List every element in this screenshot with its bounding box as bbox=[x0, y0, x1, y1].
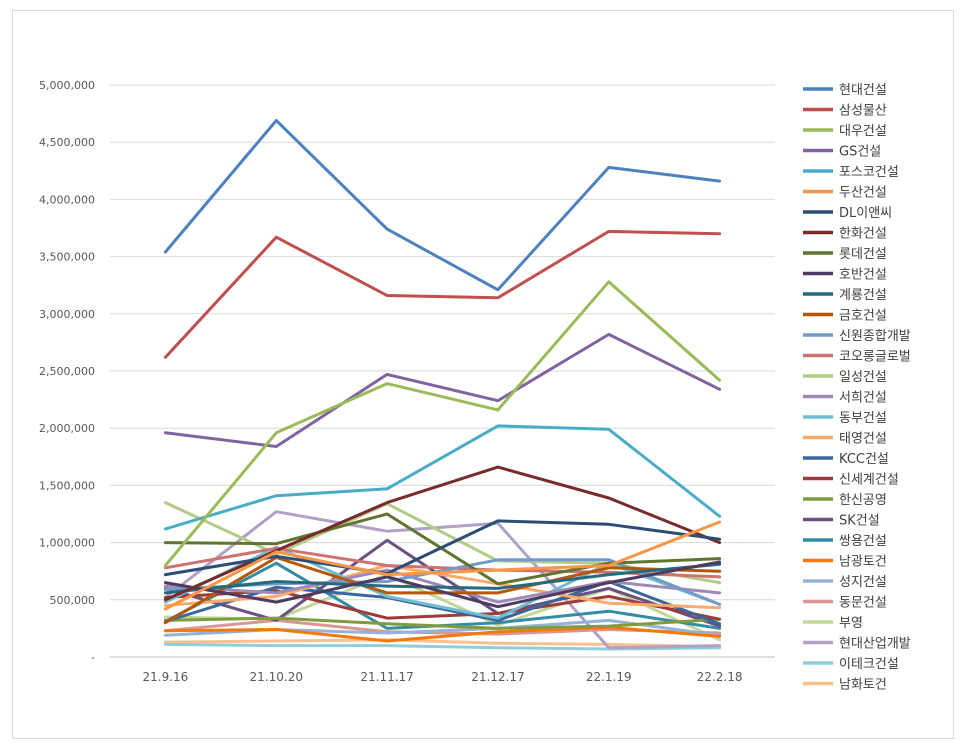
x-axis-ticks: 21.9.16 21.10.20 21.11.17 21.12.17 22.1.19 22… bbox=[143, 670, 743, 684]
legend-label: 남화토건 bbox=[839, 678, 887, 693]
series-line bbox=[163, 510, 722, 650]
legend-label: 한신공영 bbox=[839, 493, 887, 508]
series-line bbox=[163, 280, 722, 567]
legend-label: 이테크건설 bbox=[839, 657, 899, 672]
series-line bbox=[163, 625, 722, 643]
y-tick-label: 4,500,000 bbox=[39, 136, 95, 149]
legend-label: 코오롱글로벌 bbox=[839, 350, 911, 365]
y-tick-label: 500,000 bbox=[50, 594, 96, 607]
legend-label: 현대산업개발 bbox=[839, 637, 911, 652]
series-line bbox=[163, 119, 722, 292]
series-lines bbox=[163, 119, 722, 651]
legend-label: 현대건설 bbox=[839, 83, 887, 98]
legend-label: 신원종합개발 bbox=[839, 329, 911, 344]
y-tick-label: 3,000,000 bbox=[39, 308, 95, 321]
y-tick-label: 2,000,000 bbox=[39, 422, 95, 435]
series-line bbox=[163, 545, 722, 620]
legend-label: 포스코건설 bbox=[839, 165, 899, 180]
series-line bbox=[163, 560, 722, 609]
legend-label: DL이앤씨 bbox=[839, 206, 892, 221]
x-tick-label: 21.11.17 bbox=[360, 670, 413, 684]
y-tick-label: 3,500,000 bbox=[39, 251, 95, 264]
series-line bbox=[163, 512, 722, 586]
legend-label: 남광토건 bbox=[839, 555, 887, 570]
legend-label: 금호건설 bbox=[839, 309, 887, 324]
series-line bbox=[163, 424, 722, 531]
legend-label: KCC건설 bbox=[839, 452, 889, 467]
legend-label: 동부건설 bbox=[839, 411, 887, 426]
series-line bbox=[163, 562, 722, 595]
legend-label: 계룡건설 bbox=[839, 288, 887, 303]
series-line bbox=[163, 520, 722, 611]
x-tick-label: 21.12.17 bbox=[471, 670, 524, 684]
series-line bbox=[163, 616, 722, 630]
series-line bbox=[163, 519, 722, 577]
x-tick-label: 21.9.16 bbox=[143, 670, 189, 684]
y-tick-label: 1,500,000 bbox=[39, 479, 95, 492]
y-tick-label: 4,000,000 bbox=[39, 193, 95, 206]
series-line bbox=[163, 638, 722, 649]
legend-label: 한화건설 bbox=[839, 227, 887, 242]
legend-label: SK건설 bbox=[839, 514, 880, 529]
legend-label: 롯데건설 bbox=[839, 247, 887, 262]
series-line bbox=[163, 229, 722, 359]
x-tick-label: 21.10.20 bbox=[250, 670, 303, 684]
y-tick-label: 2,500,000 bbox=[39, 365, 95, 378]
y-tick-label: - bbox=[91, 651, 95, 664]
series-line bbox=[163, 538, 722, 628]
legend-label: 쌍용건설 bbox=[839, 534, 887, 549]
x-tick-label: 22.1.19 bbox=[586, 670, 632, 684]
series-line bbox=[163, 332, 722, 448]
x-tick-label: 22.2.18 bbox=[697, 670, 743, 684]
legend-label: 대우건설 bbox=[839, 124, 887, 139]
legend-label: 호반건설 bbox=[839, 268, 887, 283]
legend-label: 태영건설 bbox=[839, 432, 887, 447]
legend-label: 일성건설 bbox=[839, 370, 887, 385]
legend-label: 부영 bbox=[839, 616, 863, 631]
y-tick-label: 1,000,000 bbox=[39, 537, 95, 550]
legend-label: 신세계건설 bbox=[839, 473, 899, 488]
legend-label: 삼성물산 bbox=[839, 104, 887, 119]
legend-label: 성지건설 bbox=[839, 575, 887, 590]
legend-label: 서희건설 bbox=[839, 391, 887, 406]
y-tick-label: 5,000,000 bbox=[39, 79, 95, 92]
legend-label: 두산건설 bbox=[839, 186, 887, 201]
legend-label: 동문건설 bbox=[839, 596, 887, 611]
y-axis-ticks: - 500,000 1,000,000 1,500,000 2,000,000 2,500… bbox=[39, 79, 95, 664]
legend-label: GS건설 bbox=[839, 145, 881, 160]
